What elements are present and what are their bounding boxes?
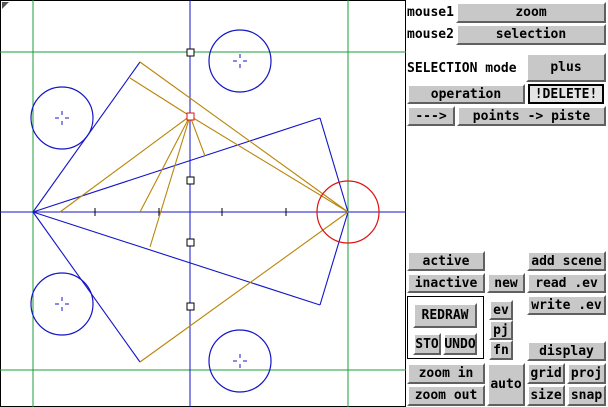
control-panel: mouse1 zoom mouse2 selection SELECTION m… [406,0,608,407]
axis-ticks [94,208,287,216]
mouse1-mode-button[interactable]: zoom [456,2,606,23]
new-button[interactable]: new [487,273,525,293]
write-ev-button[interactable]: write .ev [527,295,606,315]
grid-button[interactable]: grid [527,363,565,384]
selection-mode-button[interactable]: plus [526,53,606,82]
circle-top-left[interactable] [30,86,94,150]
crosshair-icon [55,54,247,368]
zoom-out-button[interactable]: zoom out [407,385,485,406]
snap-button[interactable]: snap [567,385,606,406]
size-button[interactable]: size [527,385,565,406]
read-ev-button[interactable]: read .ev [527,273,606,293]
mouse2-label: mouse2 [407,27,454,42]
circle-bottom-left[interactable] [30,272,94,336]
inactive-button[interactable]: inactive [407,273,485,293]
undo-button[interactable]: UNDO [443,333,477,355]
selected-marker-icon[interactable] [186,112,195,121]
ev-button[interactable]: ev [489,300,513,320]
circle-top-right[interactable] [208,29,272,93]
edit-group-frame [407,296,484,359]
proj-button[interactable]: proj [567,363,606,384]
arrow-button[interactable]: ---> [407,106,455,126]
pj-button[interactable]: pj [489,320,513,340]
auto-button[interactable]: auto [487,363,525,406]
mouse1-label: mouse1 [407,5,454,20]
orange-shape [59,61,349,363]
operation-button[interactable]: operation [407,84,525,104]
sto-button[interactable]: STO [413,333,441,355]
zoom-in-button[interactable]: zoom in [407,363,485,384]
active-button[interactable]: active [407,251,485,271]
square-marker-icon [186,48,195,311]
circle-bottom-right[interactable] [208,329,272,393]
resize-corner-icon[interactable] [2,2,9,9]
grid-lines [0,0,406,407]
mouse2-mode-button[interactable]: selection [456,24,606,45]
circles [30,29,272,393]
selected-circle[interactable] [316,180,380,244]
add-scene-button[interactable]: add scene [527,251,606,271]
delete-button[interactable]: !DELETE! [528,84,604,104]
scene-canvas[interactable] [0,0,406,407]
fn-button[interactable]: fn [489,340,513,360]
points-to-piste-button[interactable]: points -> piste [457,106,606,126]
canvas-background [0,0,406,407]
display-button[interactable]: display [527,341,606,361]
selection-mode-label: SELECTION mode [407,61,517,76]
axes [0,0,406,407]
redraw-button[interactable]: REDRAW [413,303,477,328]
